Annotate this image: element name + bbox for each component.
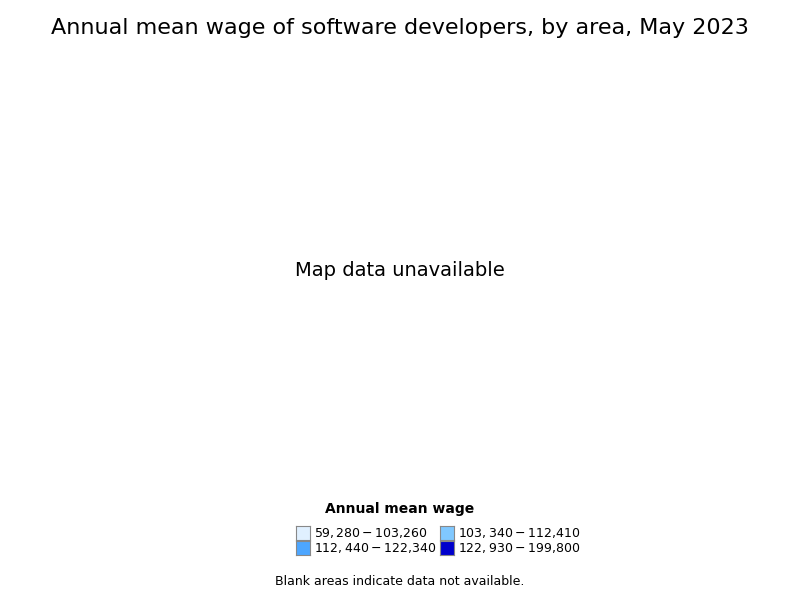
Text: Annual mean wage: Annual mean wage <box>326 502 474 516</box>
Text: $122,930 - $199,800: $122,930 - $199,800 <box>458 541 581 555</box>
Text: Map data unavailable: Map data unavailable <box>295 260 505 280</box>
Text: Blank areas indicate data not available.: Blank areas indicate data not available. <box>275 575 525 588</box>
Text: $103,340 - $112,410: $103,340 - $112,410 <box>458 526 581 540</box>
Text: Annual mean wage of software developers, by area, May 2023: Annual mean wage of software developers,… <box>51 18 749 38</box>
Text: $112,440 - $122,340: $112,440 - $122,340 <box>314 541 437 555</box>
Text: $59,280 - $103,260: $59,280 - $103,260 <box>314 526 428 540</box>
